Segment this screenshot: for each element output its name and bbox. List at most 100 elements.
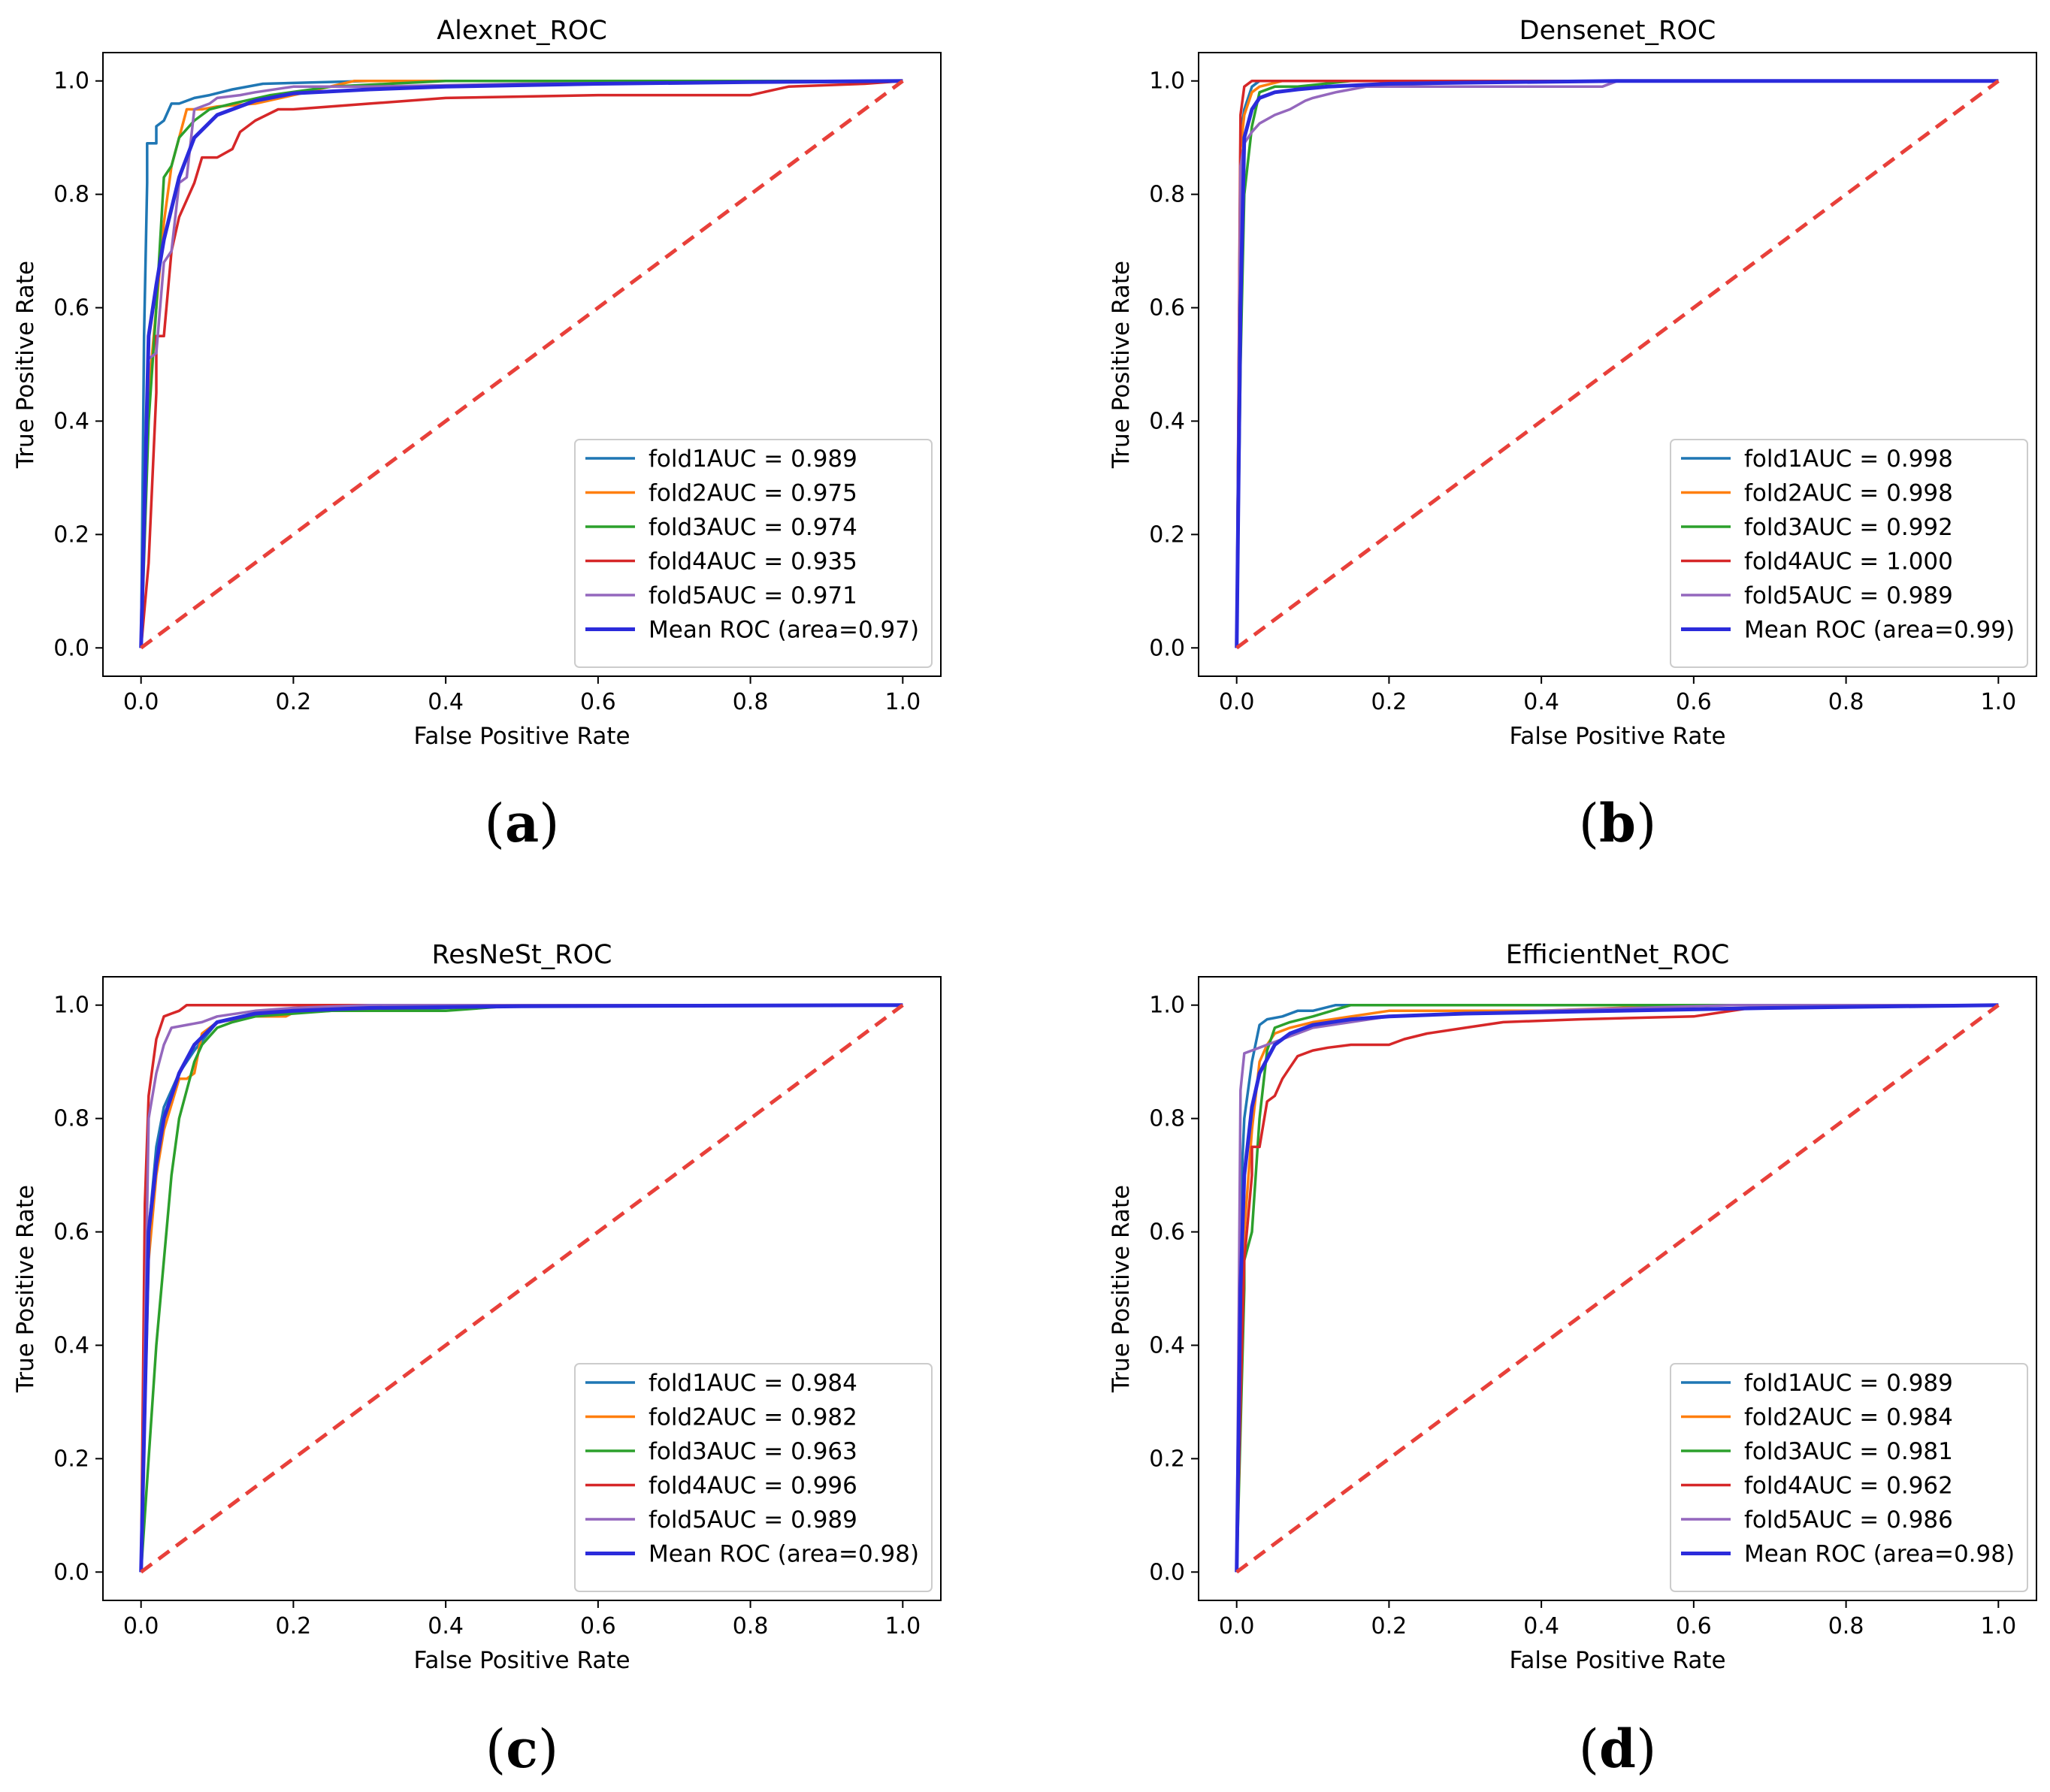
roc-series-line-3 [139, 1003, 903, 1573]
y-tick-label: 0.2 [53, 521, 89, 548]
legend-entry: fold1AUC = 0.998 [1744, 446, 1953, 473]
x-tick-label: 0.8 [1828, 1613, 1864, 1639]
legend-entry: fold2AUC = 0.998 [1744, 480, 1953, 507]
panel-label: (d) [1579, 1718, 1657, 1780]
chart-title: EfficientNet_ROC [1506, 940, 1730, 970]
y-tick-label: 0.0 [1149, 1559, 1185, 1585]
chart-panel-b: Densenet_ROC 0.0 0.2 0.4 0.6 0.8 1.0 0.0 0.2 0.4 0… [1108, 16, 2037, 854]
roc-series-line-4 [1235, 1003, 1999, 1573]
y-tick-label: 0.6 [53, 1219, 89, 1246]
legend-entry: Mean ROC (area=0.99) [1744, 617, 2015, 644]
y-tick-label: 0.8 [1149, 1106, 1185, 1132]
x-tick-label: 0.6 [580, 689, 616, 715]
panel-label: (b) [1579, 792, 1657, 854]
x-tick-label: 0.8 [1828, 689, 1864, 715]
legend-entry: fold4AUC = 1.000 [1744, 548, 1953, 576]
x-tick-label: 0.4 [428, 1613, 464, 1639]
axes-frame [1198, 52, 2037, 677]
roc-series-line-4 [139, 79, 903, 648]
legend-entry: fold4AUC = 0.996 [649, 1473, 857, 1500]
x-tick-label: 0.0 [1219, 689, 1255, 715]
x-tick-label: 0.2 [1371, 689, 1407, 715]
legend-entry: fold5AUC = 0.971 [649, 582, 857, 609]
x-tick-label: 1.0 [1980, 1613, 2016, 1639]
y-tick-label: 1.0 [53, 68, 89, 95]
y-tick-label: 1.0 [1149, 993, 1185, 1019]
x-tick-label: 0.4 [428, 689, 464, 715]
x-tick-label: 0.0 [123, 1613, 159, 1639]
legend-entry: fold3AUC = 0.974 [649, 514, 857, 541]
legend-entry: fold2AUC = 0.982 [649, 1404, 857, 1431]
chart-panel-a: Alexnet_ROC 0.0 0.2 0.4 0.6 0.8 1.0 0.0 0.2 0.4 0.… [12, 16, 942, 854]
y-tick-label: 1.0 [53, 993, 89, 1019]
legend-entry: Mean ROC (area=0.97) [649, 617, 919, 644]
roc-series-line-6 [139, 1003, 903, 1573]
x-axis-label: False Positive Rate [413, 723, 630, 750]
legend: fold1AUC = 0.989 fold2AUC = 0.984 fold3AUC… [1670, 1363, 2028, 1592]
legend-entry: fold1AUC = 0.984 [649, 1370, 857, 1397]
y-tick-label: 0.2 [1149, 1446, 1185, 1472]
legend-entry: fold2AUC = 0.975 [649, 480, 857, 507]
legend-entry: fold3AUC = 0.992 [1744, 514, 1953, 541]
x-tick-label: 0.2 [1371, 1613, 1407, 1639]
x-tick-label: 0.0 [123, 689, 159, 715]
chance-line [1235, 79, 2000, 650]
y-axis-label: True Positive Rate [1108, 261, 1135, 469]
x-tick-label: 0.0 [1219, 1613, 1255, 1639]
y-tick-label: 0.0 [53, 1559, 89, 1585]
roc-series-line-6 [1235, 79, 1999, 648]
chance-line [140, 1003, 904, 1574]
legend-entry: fold2AUC = 0.984 [1744, 1404, 1953, 1431]
x-tick-label: 0.6 [1676, 1613, 1712, 1639]
y-tick-label: 0.4 [53, 1332, 89, 1358]
plot-area [1235, 79, 2000, 650]
roc-series-line-5 [139, 79, 903, 648]
roc-series-line-5 [139, 1003, 903, 1573]
y-tick-label: 0.8 [53, 1106, 89, 1132]
legend: fold1AUC = 0.989 fold2AUC = 0.975 fold3AUC… [574, 439, 933, 668]
x-axis-label: False Positive Rate [1509, 1647, 1725, 1674]
legend-entry: fold4AUC = 0.935 [649, 548, 857, 576]
chart-title: ResNeSt_ROC [432, 940, 612, 970]
panel-label: (a) [485, 792, 560, 854]
y-tick-label: 0.6 [1149, 1219, 1185, 1246]
legend-box [1670, 1363, 2028, 1592]
chart-title: Alexnet_ROC [437, 16, 607, 46]
legend-entry: fold3AUC = 0.981 [1744, 1438, 1953, 1465]
legend-entry: fold1AUC = 0.989 [1744, 1370, 1953, 1397]
chart-panel-d: EfficientNet_ROC 0.0 0.2 0.4 0.6 0.8 1.0 0.0 0.2… [1108, 940, 2037, 1780]
chart-title: Densenet_ROC [1519, 16, 1716, 46]
legend-entry: fold4AUC = 0.962 [1744, 1473, 1953, 1500]
legend-entry: Mean ROC (area=0.98) [649, 1541, 919, 1568]
y-tick-label: 0.4 [1149, 408, 1185, 434]
panel-label: (c) [485, 1718, 558, 1780]
roc-series-line-1 [139, 79, 903, 648]
x-tick-label: 0.8 [733, 1613, 769, 1639]
plot-area [1235, 1003, 2000, 1574]
y-axis-label: True Positive Rate [12, 261, 39, 469]
x-tick-label: 1.0 [884, 689, 921, 715]
legend-entry: fold5AUC = 0.986 [1744, 1506, 1953, 1534]
roc-series-line-5 [1235, 79, 1999, 648]
x-tick-label: 0.8 [733, 689, 769, 715]
x-tick-label: 0.4 [1523, 1613, 1559, 1639]
y-tick-label: 0.4 [1149, 1332, 1185, 1358]
x-axis-label: False Positive Rate [1509, 723, 1725, 750]
axes-frame [1198, 976, 2037, 1601]
y-tick-label: 0.6 [1149, 295, 1185, 322]
chance-line [140, 79, 904, 650]
y-tick-label: 0.0 [1149, 635, 1185, 661]
legend: fold1AUC = 0.998 fold2AUC = 0.998 fold3AUC… [1670, 439, 2028, 668]
legend-box [1670, 439, 2028, 668]
legend-box [574, 439, 933, 668]
axes-frame [102, 976, 942, 1601]
x-tick-label: 0.2 [276, 1613, 312, 1639]
x-axis-label: False Positive Rate [413, 1647, 630, 1674]
y-tick-label: 0.2 [1149, 521, 1185, 548]
y-tick-label: 0.4 [53, 408, 89, 434]
legend-entry: fold5AUC = 0.989 [649, 1506, 857, 1534]
roc-series-line-6 [139, 79, 903, 648]
roc-series-line-4 [139, 1003, 903, 1573]
y-tick-label: 0.8 [1149, 182, 1185, 208]
